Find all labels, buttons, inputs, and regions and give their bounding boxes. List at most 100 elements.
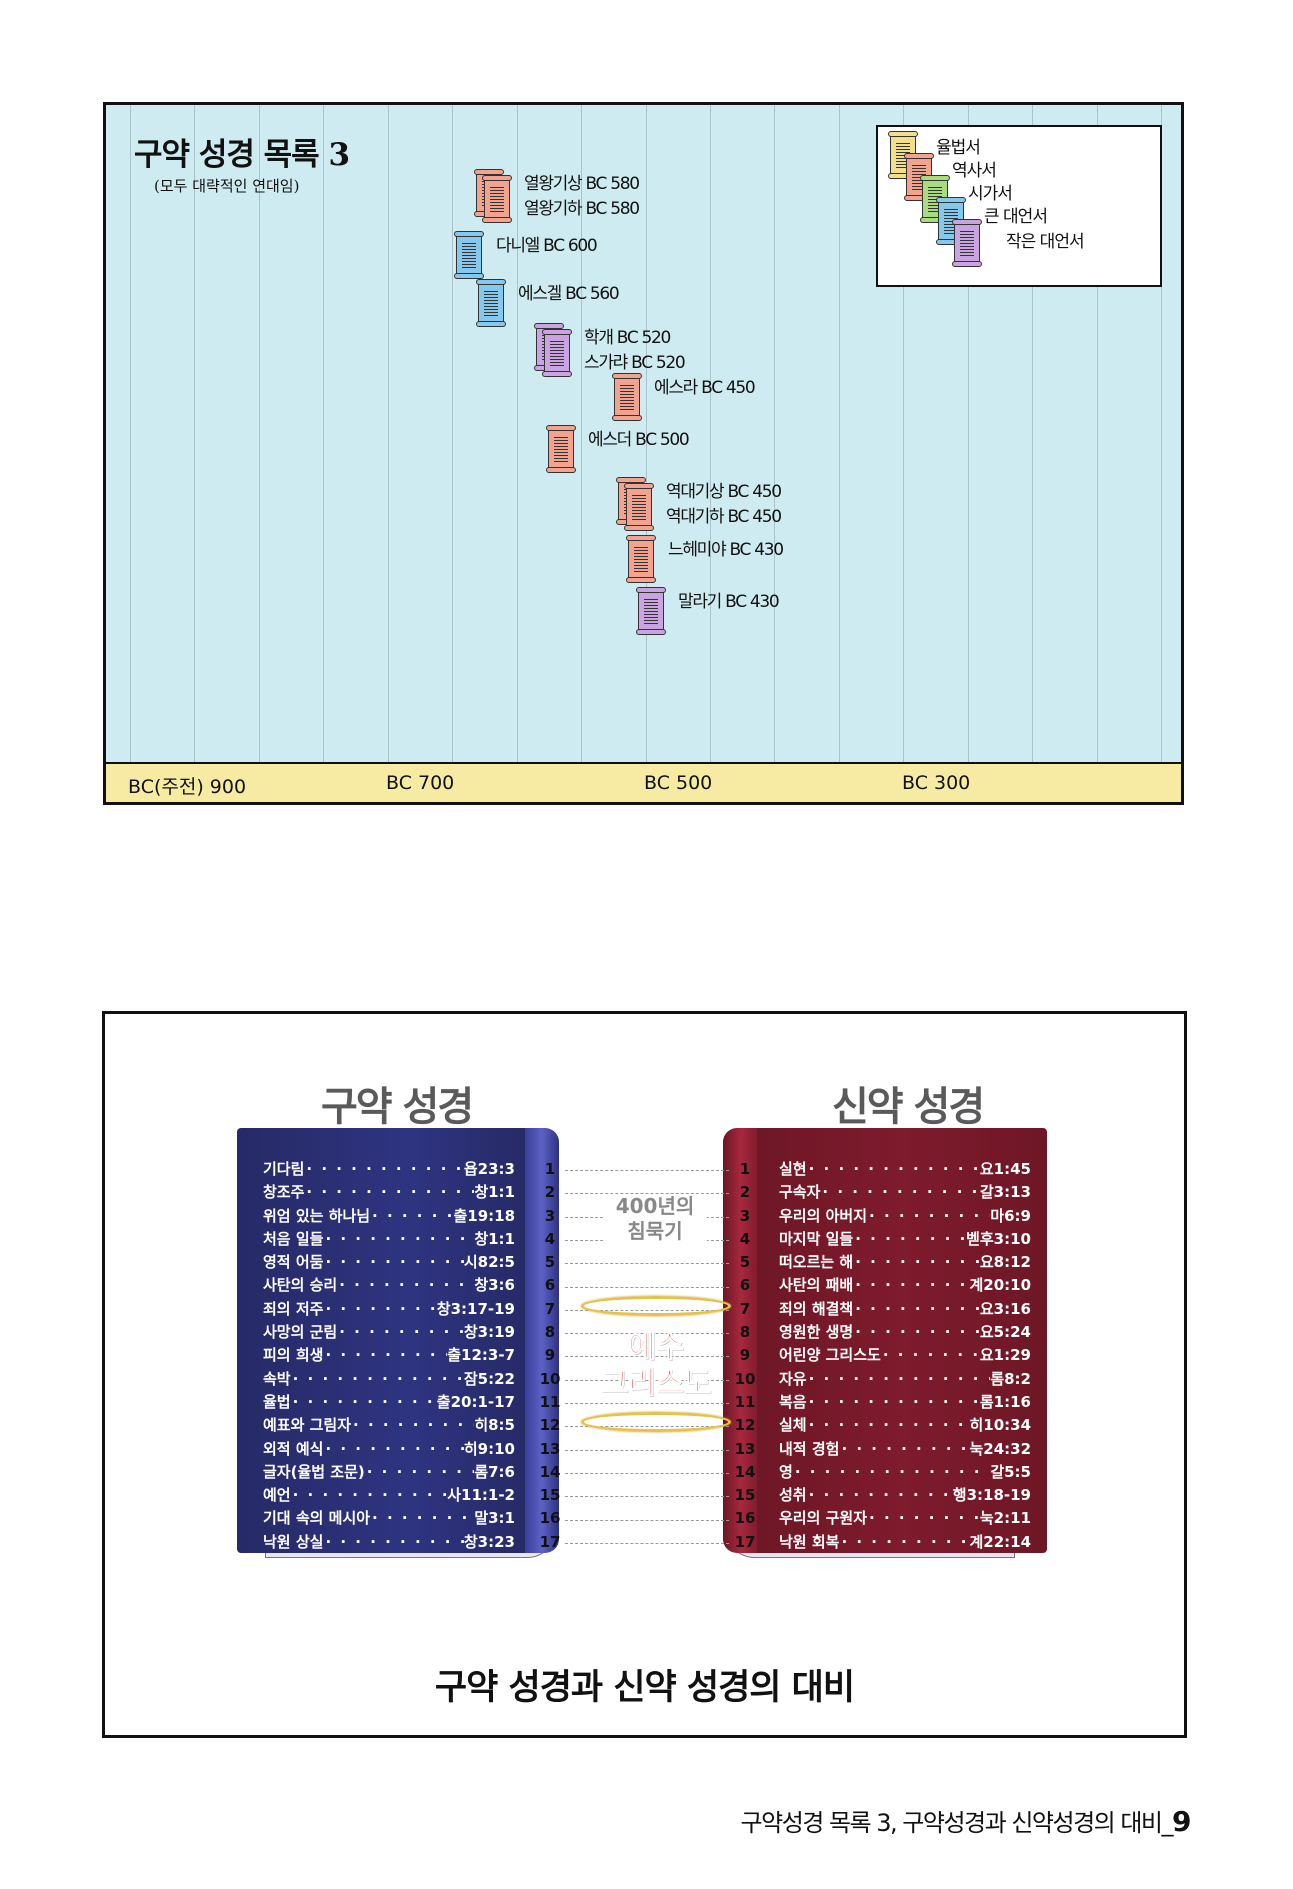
item-theme: 낙원 회복 xyxy=(779,1532,840,1551)
row-number: 7 xyxy=(544,1299,556,1318)
item-reference: 출12:3-7 xyxy=(447,1346,515,1365)
item-theme: 기다림 xyxy=(263,1160,305,1178)
timeline-entry: 느헤미야 BC 430 xyxy=(626,535,784,587)
item-theme: 글자(율법 조문) xyxy=(263,1462,365,1481)
list-item: 율법· · · · · · · · · · · · · · · · · · · … xyxy=(263,1391,515,1414)
gridline xyxy=(517,105,518,762)
scroll-icon xyxy=(454,231,484,279)
item-theme: 사탄의 패배 xyxy=(779,1276,854,1295)
item-theme: 영원한 생명 xyxy=(779,1323,854,1342)
item-reference: 창3:6 xyxy=(474,1276,515,1295)
axis-tick-label: BC 300 xyxy=(902,772,971,794)
item-theme: 기대 속의 메시아 xyxy=(263,1509,371,1528)
row-number: 1 xyxy=(544,1160,556,1178)
gridline xyxy=(194,105,195,762)
row-number: 9 xyxy=(544,1346,556,1365)
leader-dots: · · · · · · · · · · · · · · · · · · · · xyxy=(339,1276,474,1295)
entry-labels: 에스겔 BC 560 xyxy=(518,279,620,307)
item-reference: 잠5:22 xyxy=(463,1369,515,1388)
list-item: 복음· · · · · · · · · · · · · · · · · · · … xyxy=(779,1391,1031,1414)
timeline-entry: 에스더 BC 500 xyxy=(546,425,690,477)
item-reference: 롬7:6 xyxy=(474,1462,515,1481)
connector-line xyxy=(565,1472,729,1474)
leader-dots: · · · · · · · · · · · · · · · · · · · · xyxy=(855,1299,980,1318)
item-reference: 벧후3:10 xyxy=(966,1229,1031,1248)
item-theme: 예언 xyxy=(263,1486,291,1505)
row-number: 3 xyxy=(544,1206,556,1225)
item-theme: 영 xyxy=(779,1462,793,1481)
leader-dots: · · · · · · · · · · · · · · · · · · · · xyxy=(292,1486,448,1505)
item-theme: 낙원 상실 xyxy=(263,1532,324,1551)
scroll-icon xyxy=(546,425,576,473)
row-number: 8 xyxy=(739,1323,751,1342)
connector-line xyxy=(565,1379,729,1381)
list-item: 우리의 아버지· · · · · · · · · · · · · · · · ·… xyxy=(779,1205,1031,1228)
leader-dots: · · · · · · · · · · · · · · · · · · · · xyxy=(808,1416,970,1435)
item-theme: 마지막 일들 xyxy=(779,1229,854,1248)
comparison-caption: 구약 성경과 신약 성경의 대비 xyxy=(434,1668,855,1708)
item-reference: 히8:5 xyxy=(474,1416,515,1435)
list-item: 구속자· · · · · · · · · · · · · · · · · · ·… xyxy=(779,1181,1031,1204)
leader-dots: · · · · · · · · · · · · · · · · · · · · xyxy=(372,1509,474,1528)
row-number: 12 xyxy=(539,1416,561,1435)
leader-dots: · · · · · · · · · · · · · · · · · · · · xyxy=(366,1462,475,1481)
row-number: 16 xyxy=(539,1509,561,1528)
item-reference: 창1:1 xyxy=(474,1183,515,1202)
list-item: 떠오르는 해· · · · · · · · · · · · · · · · · … xyxy=(779,1251,1031,1274)
entry-label: 말라기 BC 430 xyxy=(678,592,780,612)
list-item: 처음 일들· · · · · · · · · · · · · · · · · ·… xyxy=(263,1228,515,1251)
item-theme: 사탄의 승리 xyxy=(263,1276,338,1295)
entry-label: 역대기상 BC 450 xyxy=(666,482,782,502)
leader-dots: · · · · · · · · · · · · · · · · · · · · xyxy=(325,1439,463,1458)
item-reference: 행3:18-19 xyxy=(952,1486,1031,1505)
timeline-entry: 말라기 BC 430 xyxy=(636,587,780,639)
list-item: 영원한 생명· · · · · · · · · · · · · · · · · … xyxy=(779,1321,1031,1344)
row-number: 5 xyxy=(544,1253,556,1272)
leader-dots: · · · · · · · · · · · · · · · · · · · · xyxy=(869,1206,990,1225)
row-number: 17 xyxy=(539,1532,561,1551)
scroll-icon xyxy=(542,329,572,377)
item-reference: 요5:24 xyxy=(979,1323,1031,1342)
item-theme: 예표와 그림자 xyxy=(263,1416,352,1435)
item-theme: 율법 xyxy=(263,1392,291,1411)
gridline xyxy=(710,105,711,762)
row-number: 3 xyxy=(739,1206,751,1225)
item-reference: 창3:19 xyxy=(463,1323,515,1342)
entry-labels: 느헤미야 BC 430 xyxy=(668,535,784,563)
row-number: 13 xyxy=(539,1439,561,1458)
item-theme: 구속자 xyxy=(779,1183,821,1202)
leader-dots: · · · · · · · · · · · · · · · · · · · · xyxy=(822,1183,980,1202)
connector-line xyxy=(565,1449,729,1451)
row-number: 9 xyxy=(739,1346,751,1365)
jesus-christ-label: 예수 그리스도 xyxy=(583,1330,729,1402)
entry-label: 열왕기상 BC 580 xyxy=(524,174,640,194)
entry-labels: 역대기상 BC 450 역대기하 BC 450 xyxy=(666,477,782,530)
list-item: 자유· · · · · · · · · · · · · · · · · · · … xyxy=(779,1368,1031,1391)
list-item: 마지막 일들· · · · · · · · · · · · · · · · · … xyxy=(779,1228,1031,1251)
item-reference: 계22:14 xyxy=(969,1532,1031,1551)
new-testament-title: 신약 성경 xyxy=(832,1084,985,1130)
item-theme: 영적 어둠 xyxy=(263,1253,324,1272)
row-number: 1 xyxy=(739,1160,751,1178)
row-number: 12 xyxy=(734,1416,756,1435)
row-number: 10 xyxy=(539,1369,561,1388)
leader-dots: · · · · · · · · · · · · · · · · · · · · xyxy=(808,1160,980,1178)
scroll-icon xyxy=(612,373,642,421)
old-testament-title: 구약 성경 xyxy=(321,1084,474,1130)
connector-line xyxy=(565,1403,729,1404)
list-item: 영적 어둠· · · · · · · · · · · · · · · · · ·… xyxy=(263,1251,515,1274)
list-item: 죄의 저주· · · · · · · · · · · · · · · · · ·… xyxy=(263,1298,515,1321)
entry-label: 느헤미야 BC 430 xyxy=(668,540,784,560)
leader-dots: · · · · · · · · · · · · · · · · · · · · xyxy=(855,1253,980,1272)
list-item: 낙원 상실· · · · · · · · · · · · · · · · · ·… xyxy=(263,1531,515,1554)
item-reference: 욥23:3 xyxy=(463,1160,515,1178)
timeline-entry: 에스라 BC 450 xyxy=(612,373,756,425)
connector-line xyxy=(565,1193,729,1195)
connector-line xyxy=(565,1496,729,1498)
leader-dots: · · · · · · · · · · · · · · · · · · · · xyxy=(808,1486,953,1505)
leader-dots: · · · · · · · · · · · · · · · · · · · · xyxy=(841,1532,969,1551)
gridline xyxy=(259,105,260,762)
row-number: 4 xyxy=(739,1229,751,1248)
item-theme: 처음 일들 xyxy=(263,1229,324,1248)
timeline-entry: 에스겔 BC 560 xyxy=(476,279,620,331)
